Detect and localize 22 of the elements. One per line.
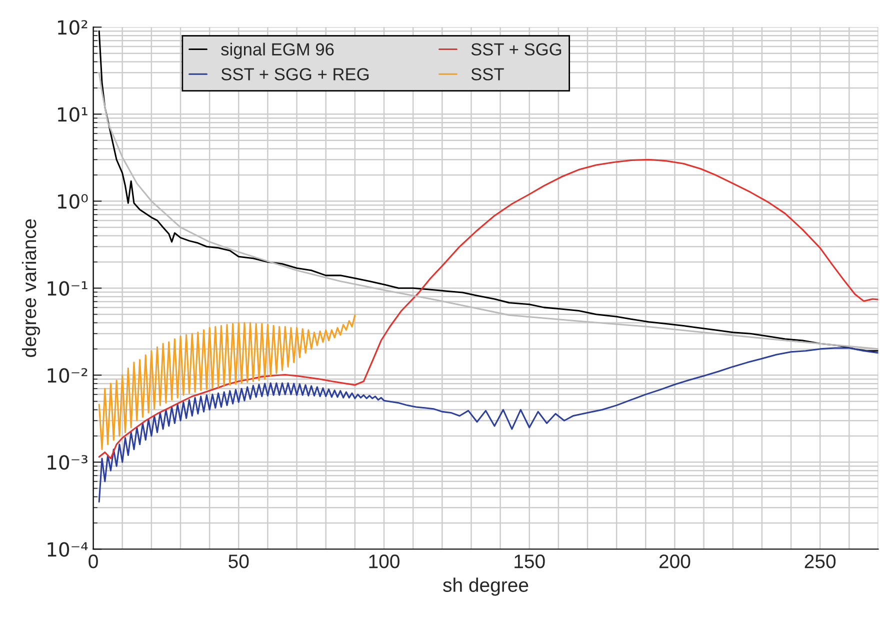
x-tick-label: 0 — [88, 554, 98, 568]
x-tick-label: 50 — [228, 554, 249, 568]
x-tick-label: 100 — [369, 554, 400, 568]
x-tick-label: 250 — [804, 554, 836, 568]
legend-label: signal EGM 96 — [221, 42, 334, 59]
line-series — [98, 314, 356, 450]
y-tick-label: 10⁻² — [48, 368, 88, 383]
line-series — [98, 347, 878, 503]
y-tick-label: 10¹ — [58, 107, 88, 122]
x-tick-label: 200 — [659, 554, 690, 568]
y-tick-label: 10⁻³ — [48, 455, 88, 470]
y-tick-label: 10⁰ — [58, 194, 88, 209]
line-series — [98, 158, 878, 460]
legend-label: SST + SGG + REG — [221, 68, 369, 80]
y-tick-label: 10⁻⁴ — [48, 542, 88, 557]
x-axis-title: sh degree — [443, 578, 528, 596]
y-tick-label: 10⁻¹ — [48, 281, 88, 296]
legend-label: SST + SGG — [471, 43, 562, 56]
y-tick-label: 10² — [58, 20, 88, 35]
y-axis-title: degree variance — [22, 219, 40, 358]
legend-label: SST — [471, 68, 504, 80]
x-tick-label: 150 — [514, 554, 545, 568]
